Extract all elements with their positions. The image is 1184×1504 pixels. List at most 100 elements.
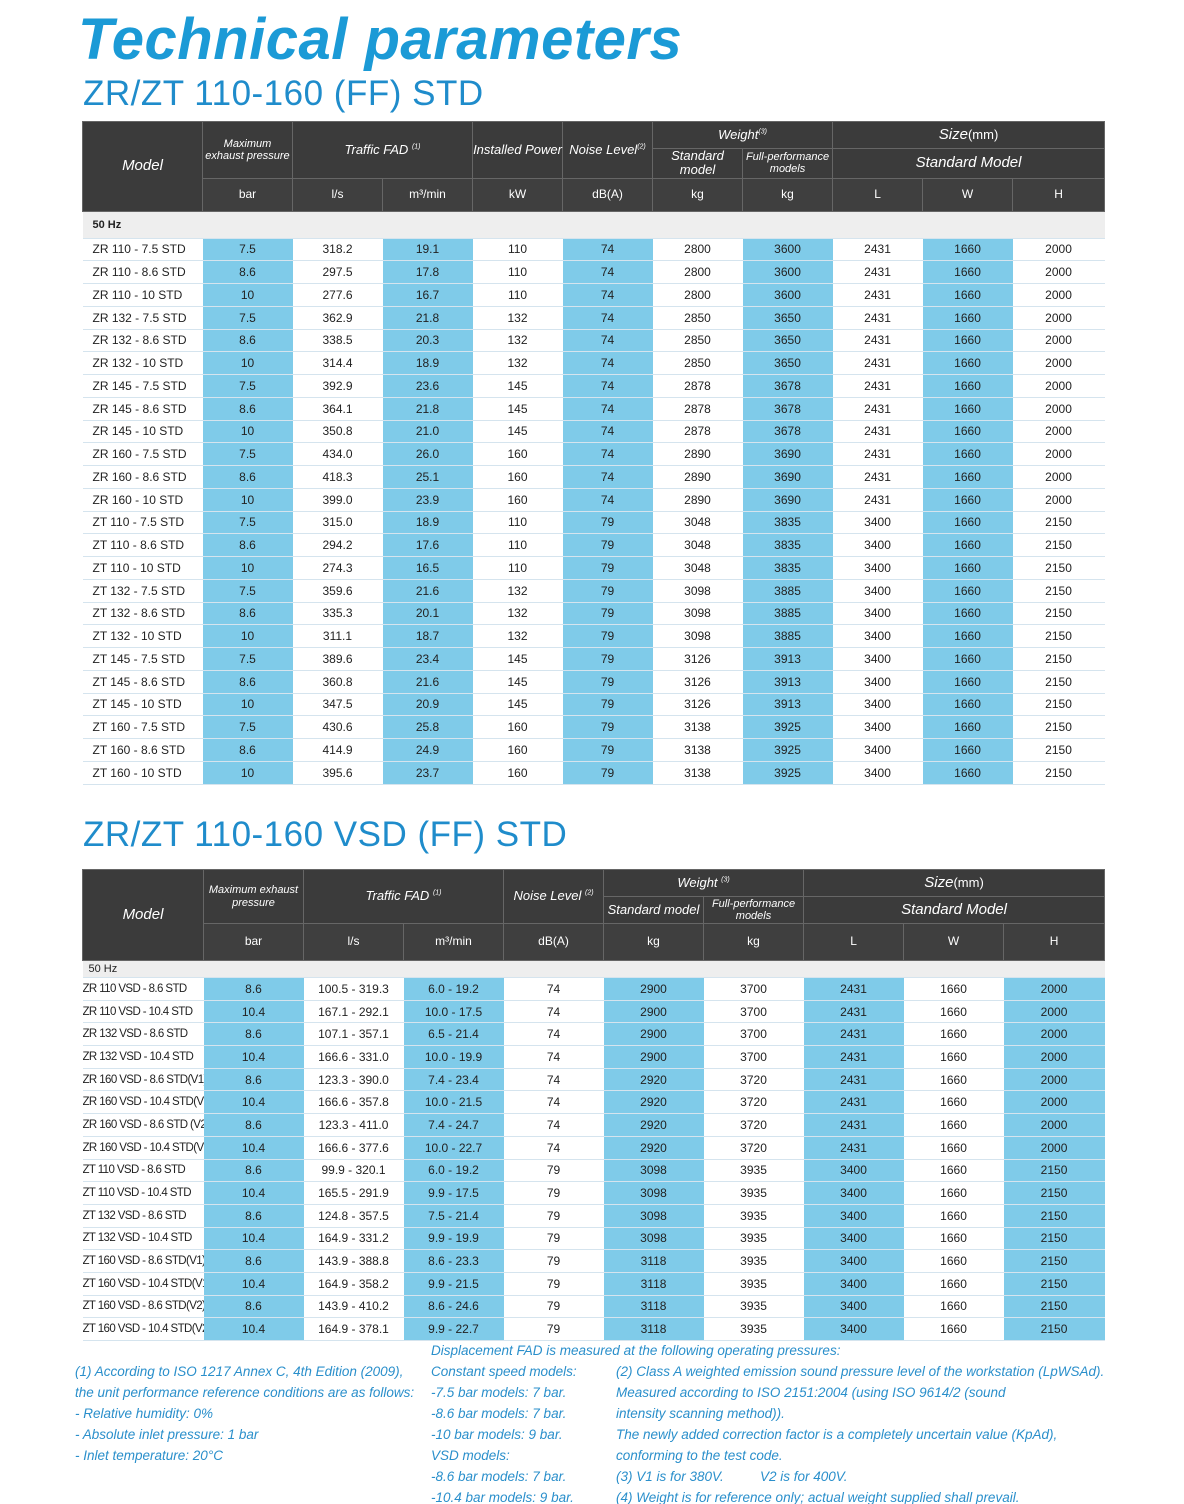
footnote-line: -10 bar models: 9 bar. — [431, 1427, 563, 1442]
value-cell: 3126 — [652, 670, 743, 694]
model-cell: ZR 110 - 7.5 STD — [82, 238, 203, 262]
value-cell: 1660 — [922, 738, 1013, 762]
value-cell: 2878 — [652, 397, 743, 421]
value-cell: 20.1 — [382, 602, 473, 626]
value-cell: 294.2 — [292, 533, 383, 558]
value-cell: 79 — [503, 1295, 604, 1319]
value-cell: 1660 — [922, 715, 1013, 740]
value-cell: 10.4 — [203, 1227, 304, 1251]
data-row: ZR 132 VSD - 10.4 STD 10.4 166.6 - 331.0 10… — [82, 1045, 1105, 1069]
value-cell: 10.0 - 17.5 — [403, 1000, 504, 1024]
value-cell: 2431 — [832, 397, 923, 421]
value-cell: 6.0 - 19.2 — [403, 1159, 504, 1183]
value-cell: 3678 — [742, 420, 833, 444]
value-cell: 3678 — [742, 397, 833, 421]
data-row: ZR 110 VSD - 8.6 STD 8.6 100.5 - 319.3 6.0 … — [82, 977, 1105, 1001]
data-row: ZR 160 VSD - 10.4 STD(V1) 10.4 166.6 - 357… — [82, 1090, 1105, 1115]
value-cell: 1660 — [922, 420, 1013, 444]
value-cell: 8.6 — [202, 533, 293, 558]
value-cell: 2000 — [1012, 238, 1105, 262]
value-cell: 7.5 — [202, 306, 293, 330]
header-cell: Noise Level(2) — [562, 121, 654, 179]
value-cell: 10.4 — [203, 1000, 304, 1024]
value-cell: 10 — [202, 761, 293, 785]
value-cell: 2431 — [832, 260, 923, 285]
value-cell: 74 — [562, 329, 653, 353]
footnote-line: conforming to the test code. — [616, 1448, 783, 1463]
value-cell: 3400 — [832, 715, 923, 740]
header-cell: Weight (3) — [603, 869, 805, 897]
header-cell: Standard model — [652, 148, 744, 179]
value-cell: 74 — [503, 1022, 604, 1047]
value-cell: 1660 — [903, 1159, 1004, 1183]
header-text: Weight — [677, 874, 718, 890]
value-cell: 1660 — [922, 374, 1013, 398]
value-cell: 2431 — [832, 374, 923, 398]
value-cell: 2900 — [603, 1022, 704, 1047]
value-cell: 74 — [562, 420, 653, 444]
value-cell: 2000 — [1012, 351, 1105, 376]
value-cell: 79 — [503, 1204, 604, 1228]
value-cell: 3885 — [742, 602, 833, 626]
unit-cell: L — [832, 177, 924, 212]
model-cell: ZR 110 - 10 STD — [82, 283, 203, 307]
data-row: ZR 132 - 8.6 STD 8.6 338.5 20.3 132 74 2850 365… — [82, 329, 1105, 353]
value-cell: 1660 — [903, 1045, 1004, 1069]
value-cell: 79 — [562, 579, 653, 603]
value-cell: 2900 — [603, 1000, 704, 1024]
value-cell: 2000 — [1003, 1022, 1105, 1047]
value-cell: 132 — [472, 624, 563, 649]
value-cell: 74 — [503, 977, 604, 1001]
value-cell: 3098 — [652, 579, 743, 603]
value-cell: 3913 — [742, 693, 833, 717]
value-cell: 8.6 — [202, 465, 293, 489]
footnote-line: - Absolute inlet pressure: 1 bar — [75, 1427, 259, 1442]
value-cell: 392.9 — [292, 374, 383, 398]
value-cell: 25.1 — [382, 465, 473, 489]
value-cell: 1660 — [903, 1295, 1004, 1319]
header-cell: Size(mm) — [803, 869, 1106, 897]
value-cell: 2150 — [1012, 738, 1105, 762]
table-subtitle: ZR/ZT 110-160 (FF) STD — [83, 74, 484, 113]
value-cell: 3400 — [803, 1181, 904, 1205]
value-cell: 434.0 — [292, 442, 383, 467]
value-cell: 3885 — [742, 624, 833, 649]
section-row: 50 Hz — [82, 211, 1105, 239]
value-cell: 20.9 — [382, 693, 473, 717]
value-cell: 143.9 - 388.8 — [303, 1249, 404, 1273]
value-cell: 2800 — [652, 260, 743, 285]
value-cell: 8.6 — [202, 738, 293, 762]
value-cell: 2150 — [1012, 556, 1105, 580]
value-cell: 350.8 — [292, 420, 383, 444]
section-row: 50 Hz — [82, 960, 1105, 978]
value-cell: 1660 — [903, 1090, 1004, 1115]
value-cell: 10 — [202, 488, 293, 512]
table-subtitle: ZR/ZT 110-160 VSD (FF) STD — [83, 815, 568, 854]
footnote-line: Constant speed models: — [431, 1364, 577, 1379]
value-cell: 3400 — [803, 1159, 904, 1183]
value-cell: 297.5 — [292, 260, 383, 285]
data-row: ZT 132 VSD - 10.4 STD 10.4 164.9 - 331.2 9.… — [82, 1227, 1105, 1251]
value-cell: 3678 — [742, 374, 833, 398]
value-cell: 2150 — [1012, 624, 1105, 649]
value-cell: 110 — [472, 260, 563, 285]
value-cell: 3400 — [832, 556, 923, 580]
value-cell: 2431 — [803, 1068, 904, 1092]
data-row: ZR 132 - 10 STD 10 314.4 18.9 132 74 2850 3650 2… — [82, 351, 1105, 376]
footnote-ref: (3) — [721, 876, 730, 884]
value-cell: 2000 — [1012, 465, 1105, 489]
header-cell: Weight(3) — [652, 121, 834, 149]
value-cell: 74 — [562, 442, 653, 467]
value-cell: 3835 — [742, 556, 833, 580]
unit-cell: dB(A) — [562, 177, 654, 212]
value-cell: 1660 — [922, 556, 1013, 580]
header-text: Traffic FAD — [344, 141, 409, 157]
value-cell: 3935 — [703, 1249, 804, 1273]
header-text: Noise Level — [513, 888, 582, 904]
data-row: ZT 132 - 10 STD 10 311.1 18.7 132 79 3098 3885 3… — [82, 624, 1105, 649]
value-cell: 2150 — [1012, 533, 1105, 558]
model-cell: ZR 145 - 8.6 STD — [82, 397, 203, 421]
data-row: ZR 110 - 8.6 STD 8.6 297.5 17.8 110 74 2800 360… — [82, 260, 1105, 285]
model-cell: ZR 132 VSD - 10.4 STD — [82, 1045, 204, 1069]
value-cell: 79 — [503, 1272, 604, 1296]
